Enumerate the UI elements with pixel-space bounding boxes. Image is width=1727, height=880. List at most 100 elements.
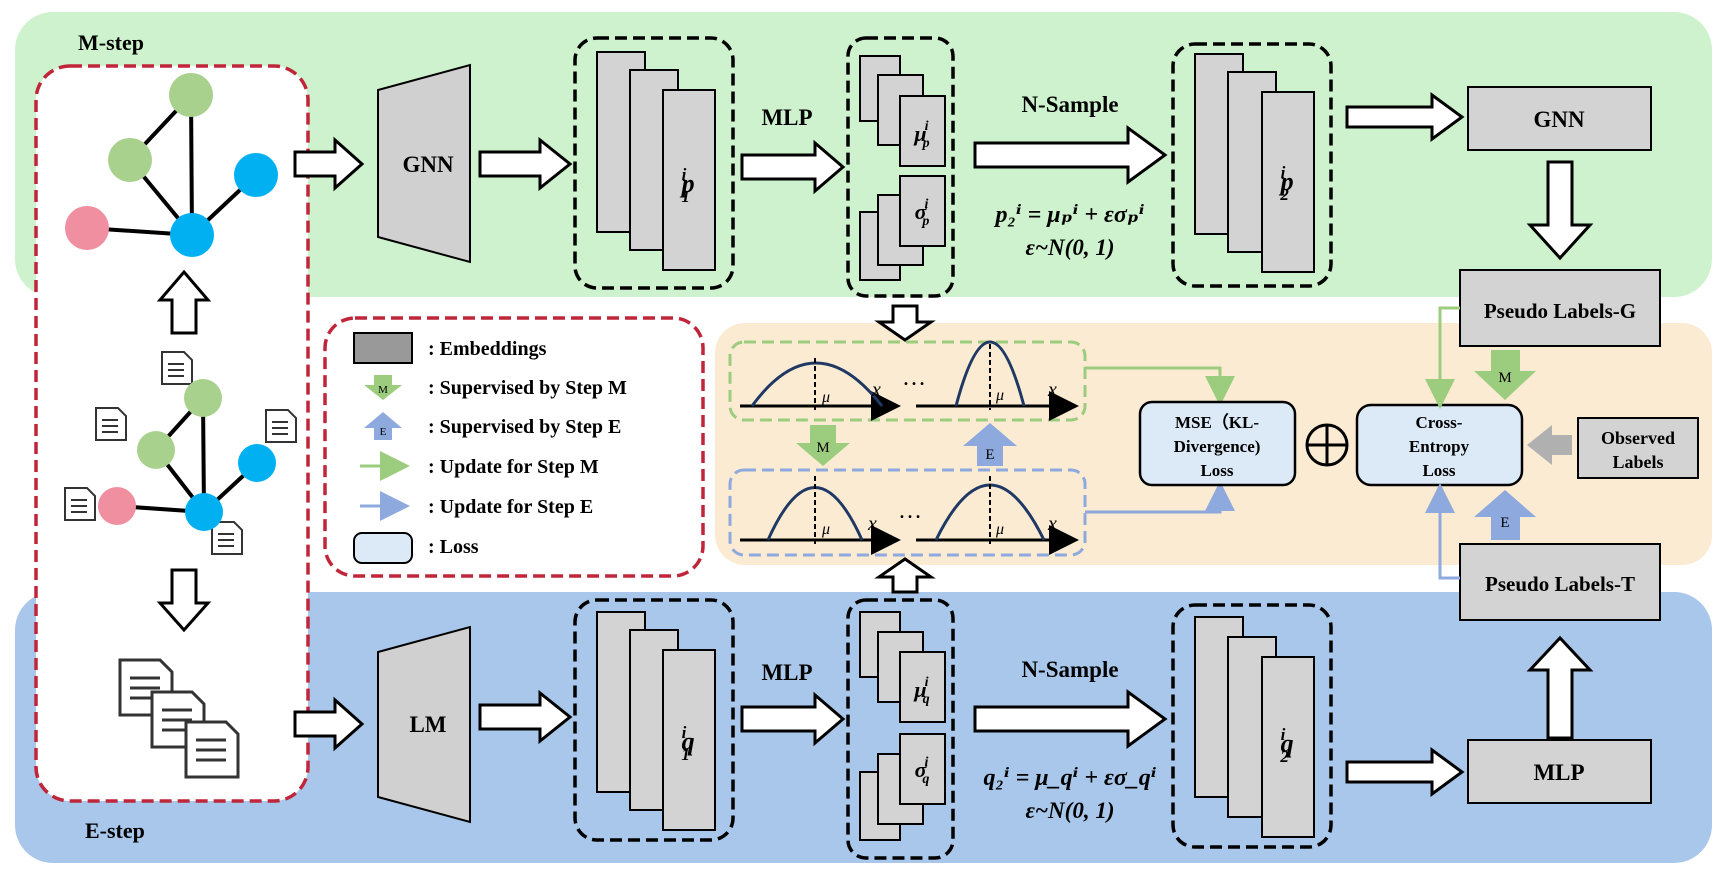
plot-mu-label: μ: [995, 521, 1004, 538]
q2-symbol: qi 2: [1279, 725, 1293, 766]
mu-sigma-top: μi p σi p: [846, 36, 955, 298]
observed-labels-box: [1577, 417, 1699, 479]
observed-arrow: [1527, 425, 1572, 465]
pseudo-labels-t-text: Pseudo Labels-T: [1485, 572, 1635, 596]
legend-loss: : Loss: [428, 536, 479, 558]
noise-top: ε~N(0, 1): [1026, 235, 1115, 260]
gnn-box-label: GNN: [1533, 107, 1585, 132]
observed-line-1: Observed: [1601, 428, 1675, 448]
graph-node: [234, 153, 278, 197]
update-e-line: [1085, 481, 1235, 514]
legend-loss-swatch: [353, 532, 413, 564]
q2-embedding-stack: qi 2: [1171, 603, 1333, 849]
plus-circle-icon: [1305, 423, 1349, 467]
supervised-m-arrow-ce: [1474, 350, 1536, 400]
plot-x-label: x: [1047, 513, 1057, 535]
graph-node: [169, 73, 213, 117]
legend-upd-e: : Update for Step E: [428, 496, 593, 518]
document-icons: [64, 351, 297, 555]
plot-mu-label: μ: [821, 389, 830, 406]
arrow-lm-to-q1: [478, 689, 573, 745]
mu-sigma-bottom: μi q σi q: [846, 598, 955, 860]
arrow-nsample-top: [973, 125, 1168, 185]
nsample-label-top: N-Sample: [1021, 92, 1118, 117]
supervised-e-arrow-ce: [1474, 490, 1536, 540]
hollow-right-arrows: [293, 92, 1594, 797]
pseudo-labels-g: [1459, 269, 1661, 347]
arrow-to-gnn: [293, 136, 365, 192]
mlp-label-bottom: MLP: [761, 660, 812, 685]
plot-ellipsis: …: [902, 365, 926, 391]
plot-x-label: x: [871, 379, 881, 401]
legend-sup-e: : Supervised by Step E: [428, 416, 621, 438]
ce-line-1: Cross-: [1416, 413, 1463, 432]
legend-e-arrow-icon: [364, 412, 402, 440]
arrow-to-lm: [293, 696, 365, 752]
formula-top: p₂ⁱ = μₚⁱ + εσₚⁱ: [993, 202, 1144, 228]
plot-x-label: x: [867, 513, 877, 535]
q1-embedding-stack: qi 1: [573, 598, 735, 842]
p1-embedding-stack: pi 1: [573, 36, 735, 290]
hollow-down-arrow: [156, 568, 212, 633]
plot-mu-label: μ: [995, 387, 1004, 404]
arrow-gnn-to-p1: [478, 136, 573, 192]
mu-p-symbol: μi p: [913, 119, 929, 151]
q1-symbol: qi 1: [681, 723, 694, 764]
graph-node: [238, 444, 276, 482]
graph-node: [184, 379, 222, 417]
arrow-sigma-down: [874, 304, 936, 342]
supervised-e-letter: E: [985, 447, 994, 463]
p1-symbol: pi 1: [680, 165, 695, 206]
graph-node: [185, 493, 223, 531]
pseudo-t-to-ce-line: [1425, 483, 1460, 580]
ce-line-2: Entropy: [1409, 437, 1470, 456]
gnn-encoder: [377, 63, 471, 264]
legend-embeddings: : Embeddings: [428, 338, 547, 360]
mlp-box: [1467, 739, 1652, 804]
legend-m-arrow-letter: M: [378, 384, 388, 396]
mlp-box-label: MLP: [1533, 760, 1584, 785]
legend-upd-m: : Update for Step M: [428, 456, 599, 478]
supervised-m-letter: M: [816, 440, 829, 456]
arrow-nsample-bottom: [973, 689, 1168, 749]
ce-line-3: Loss: [1422, 461, 1455, 480]
observed-line-2: Labels: [1612, 452, 1663, 472]
pseudo-labels-t: [1459, 543, 1661, 621]
p2-symbol: pi 2: [1279, 163, 1294, 204]
graph-top-nodes: [65, 73, 278, 257]
graph-node: [108, 138, 152, 182]
supervised-e-arrow: [963, 423, 1017, 466]
legend-embedding-swatch: [353, 332, 413, 364]
dist-plots-m: μ x … μ x: [728, 340, 1087, 422]
e-step-label: E-step: [85, 818, 145, 843]
arrow-sigma-up: [874, 557, 936, 594]
plot-mu-label: μ: [821, 521, 830, 538]
arrow-q2-to-mlp: [1345, 747, 1465, 797]
pseudo-labels-g-text: Pseudo Labels-G: [1484, 299, 1636, 323]
legend: : Embeddings M : Supervised by Step M E …: [323, 316, 705, 578]
arrow-mlp-bottom: [740, 691, 846, 747]
supervised-m-ce-letter: M: [1498, 370, 1511, 386]
mse-loss-box: [1138, 400, 1297, 487]
legend-m-arrow-icon: [364, 375, 402, 400]
sigma-p-symbol: σi p: [915, 197, 930, 229]
graph-node: [98, 487, 136, 525]
mu-q-symbol: μi q: [913, 675, 929, 707]
formula-bottom: q₂ⁱ = μ_qⁱ + εσ_qⁱ: [983, 765, 1156, 791]
mse-line-3: Loss: [1200, 461, 1233, 480]
mse-line-1: MSE（KL-: [1175, 412, 1259, 432]
dist-plots-e: μ x … μ x: [728, 468, 1087, 557]
supervised-e-ce-letter: E: [1500, 515, 1509, 531]
hollow-up-arrow: [156, 269, 212, 335]
m-step-label: M-step: [78, 30, 144, 55]
graph-node: [65, 206, 109, 250]
graph-node: [137, 431, 175, 469]
arrow-gnn-down: [1526, 160, 1594, 261]
arrow-p2-to-gnn: [1345, 92, 1465, 142]
supervised-m-arrow: [796, 425, 850, 466]
gnn-box: [1467, 86, 1652, 151]
update-m-line: [1085, 366, 1235, 406]
mse-line-2: Divergence): [1174, 437, 1261, 456]
